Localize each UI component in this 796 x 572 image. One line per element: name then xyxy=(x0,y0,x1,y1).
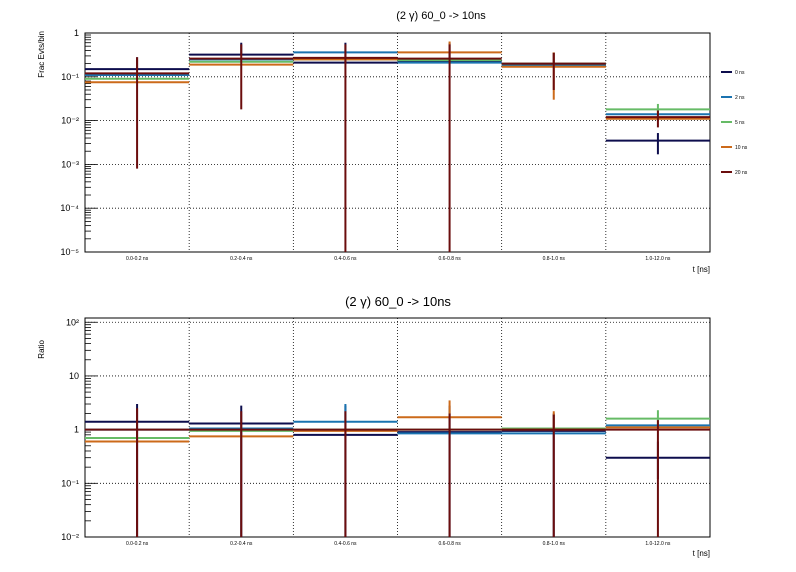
bottom-series-20-ns xyxy=(85,408,710,537)
top-x-category-label: 0.8-1.0 ns xyxy=(543,256,566,262)
top-chart-panel: (2 γ) 60_0 -> 10ns Frac Evts/bin t [ns] … xyxy=(37,10,748,274)
top-series-2-ns xyxy=(85,51,710,116)
bottom-y-axis-label: Ratio xyxy=(37,339,46,358)
top-series-20-ns xyxy=(85,44,710,252)
top-x-category-label: 0.4-0.6 ns xyxy=(334,256,357,262)
bottom-chart-panel: (2 γ) 60_0 -> 10ns Ratio t [ns] 10² 10 1 10… xyxy=(37,294,711,558)
top-y-axis-label: Frac Evts/bin xyxy=(37,31,46,78)
top-x-category-label: 0.6-0.8 ns xyxy=(438,256,461,262)
top-y-tick-label: 10⁻⁴ xyxy=(60,203,79,213)
top-y-tick-label: 10⁻⁵ xyxy=(61,247,80,257)
top-series-10-ns xyxy=(85,41,710,120)
legend-entry-label: 20 ns xyxy=(735,170,748,176)
bottom-x-category-label: 0.2-0.4 ns xyxy=(230,541,253,547)
legend: 0 ns 2 ns 5 ns 10 ns 20 ns xyxy=(721,70,748,176)
bottom-x-category-label: 0.8-1.0 ns xyxy=(543,541,566,547)
legend-entry-label: 2 ns xyxy=(735,95,745,101)
bottom-y-tick-label: 10⁻¹ xyxy=(61,478,79,488)
bottom-chart-title: (2 γ) 60_0 -> 10ns xyxy=(345,294,451,309)
top-x-axis-label: t [ns] xyxy=(693,265,710,274)
top-y-tick-label: 10⁻¹ xyxy=(61,72,79,82)
legend-entry-label: 0 ns xyxy=(735,70,745,76)
top-chart-title: (2 γ) 60_0 -> 10ns xyxy=(396,10,486,22)
bottom-y-tick-label: 10 xyxy=(69,371,79,381)
top-x-category-label: 0.2-0.4 ns xyxy=(230,256,253,262)
bottom-x-axis-label: t [ns] xyxy=(693,549,710,558)
bottom-y-tick-label: 1 xyxy=(74,425,79,435)
bottom-y-tick-label: 10⁻² xyxy=(61,532,79,542)
bottom-x-category-label: 1.0-12.0 ns xyxy=(645,541,671,547)
top-x-category-label: 1.0-12.0 ns xyxy=(645,256,671,262)
bottom-y-tick-label: 10² xyxy=(66,317,79,327)
bottom-x-category-label: 0.6-0.8 ns xyxy=(438,541,461,547)
top-y-tick-label: 10⁻³ xyxy=(61,159,79,169)
legend-entry-label: 5 ns xyxy=(735,120,745,126)
bottom-x-category-label: 0.0-0.2 ns xyxy=(126,541,149,547)
bottom-x-category-label: 0.4-0.6 ns xyxy=(334,541,357,547)
legend-entry-label: 10 ns xyxy=(735,145,748,151)
top-y-tick-label: 1 xyxy=(74,28,79,38)
top-x-category-label: 0.0-0.2 ns xyxy=(126,256,149,262)
top-y-tick-label: 10⁻² xyxy=(61,116,79,126)
